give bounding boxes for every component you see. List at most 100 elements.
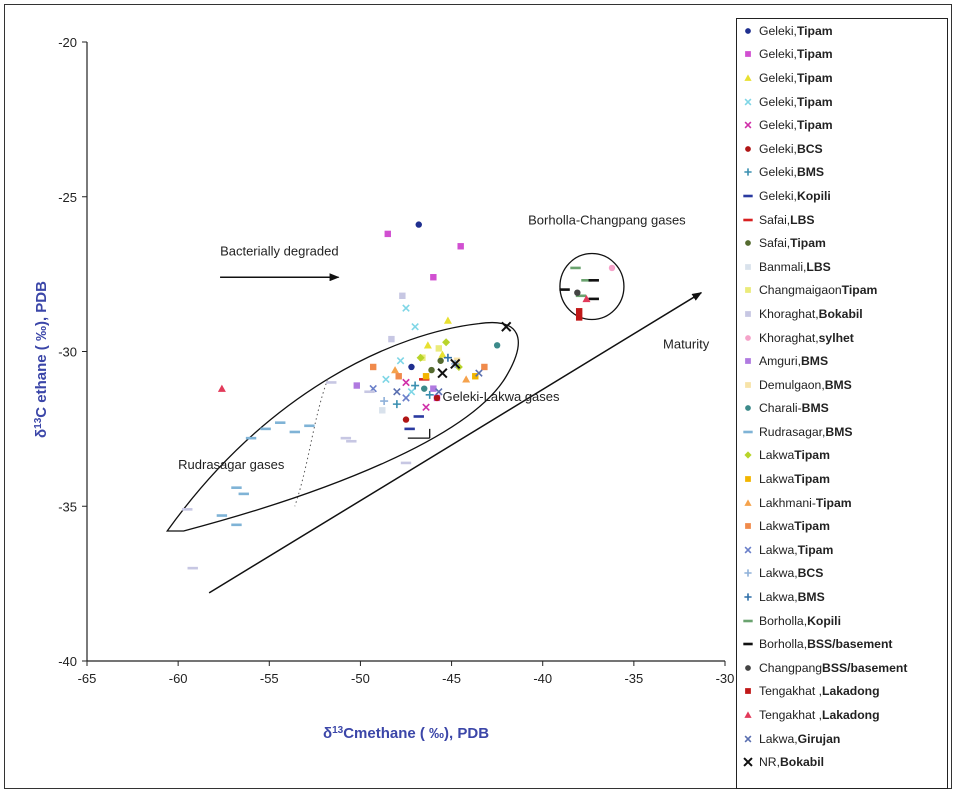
legend-formation-label: BMS — [801, 354, 829, 369]
legend-formation-label: Tipam — [794, 519, 830, 534]
legend-marker-icon — [741, 143, 755, 155]
legend-entry: Banmali, LBS — [737, 255, 947, 279]
x-tick-label: -50 — [351, 671, 370, 686]
legend-field-label: Tengakhat , — [759, 684, 823, 699]
data-point — [582, 294, 591, 303]
legend-field-label: Changmaigaon — [759, 283, 842, 298]
legend-formation-label: BCS — [796, 141, 823, 156]
data-point — [217, 384, 226, 392]
legend-marker-icon — [741, 379, 755, 391]
legend-entry: Lakwa, BMS — [737, 585, 947, 609]
data-point — [304, 424, 315, 428]
legend-entry: Khoraghat, Bokabil — [737, 302, 947, 326]
data-point — [438, 350, 447, 358]
legend-marker-icon — [741, 308, 755, 320]
geleki-lakwa-label: Geleki-Lakwa gases — [442, 389, 560, 404]
legend-entry: Lakwa Tipam — [737, 514, 947, 538]
legend-marker-icon — [741, 520, 755, 532]
legend-marker-icon — [741, 355, 755, 367]
data-point — [353, 382, 360, 389]
data-point — [404, 427, 415, 431]
legend-marker-icon — [741, 567, 755, 579]
legend-marker-icon — [741, 685, 755, 697]
data-point — [559, 288, 570, 291]
legend-marker-icon — [741, 473, 755, 485]
y-tick-label: -40 — [58, 654, 77, 669]
y-tick-label: -35 — [58, 499, 77, 514]
data-point — [425, 390, 434, 399]
data-point — [501, 321, 512, 332]
legend-formation-label: BMS — [824, 377, 852, 392]
legend-field-label: NR, — [759, 755, 780, 770]
data-point — [581, 279, 592, 282]
data-point — [408, 363, 415, 371]
legend-formation-label: Tipam — [815, 495, 852, 510]
data-point — [481, 363, 488, 371]
legend-field-label: Lakwa — [759, 448, 795, 463]
x-tick-label: -60 — [169, 671, 188, 686]
legend-formation-label: LBS — [806, 259, 831, 274]
chart-frame — [4, 4, 952, 789]
legend-entry: Geleki, Tipam — [737, 90, 947, 114]
legend-formation-label: Tipam — [841, 283, 878, 298]
legend-field-label: Lakwa — [759, 519, 795, 534]
data-point — [260, 427, 271, 431]
legend-field-label: Borholla, — [759, 613, 808, 628]
data-point — [575, 294, 587, 298]
data-point — [289, 430, 301, 434]
data-point — [216, 514, 228, 517]
data-point — [437, 357, 444, 364]
legend-marker-icon — [741, 449, 755, 461]
data-point — [421, 385, 428, 392]
data-point — [231, 486, 242, 489]
legend-field-label: Safai, — [759, 212, 791, 227]
legend-marker-icon — [741, 756, 755, 768]
legend-entry: Changpang BSS/basement — [737, 656, 947, 680]
legend-entry: Lakwa Tipam — [737, 444, 947, 468]
data-point — [396, 357, 405, 365]
legend-formation-label: BCS — [797, 566, 824, 581]
legend-entry: Safai, LBS — [737, 208, 947, 232]
legend-entry: Geleki, BCS — [737, 137, 947, 161]
data-point — [380, 397, 389, 406]
data-point — [475, 369, 483, 377]
annotations: Bacterially degraded Borholla-Changpang g… — [165, 213, 710, 594]
legend-formation-label: Tipam — [796, 47, 833, 62]
data-point — [238, 492, 249, 496]
data-point — [570, 266, 581, 270]
legend-field-label: Geleki, — [759, 165, 797, 180]
legend-field-label: Changpang — [759, 660, 823, 675]
data-point — [575, 308, 583, 315]
legend-marker-icon — [741, 284, 755, 296]
data-point — [187, 566, 198, 570]
axes — [82, 41, 726, 666]
legend: Geleki, Tipam Geleki, Tipam Geleki, Tipam Gele… — [736, 18, 948, 789]
legend-entry: Tengakhat , Lakadong — [737, 703, 947, 727]
data-point — [340, 436, 352, 440]
legend-formation-label: Tipam — [797, 542, 834, 557]
data-point — [430, 385, 437, 392]
x-tick-label: -30 — [716, 671, 735, 686]
bacterial-degraded-label: Bacterially degraded — [220, 244, 339, 259]
data-point — [411, 381, 420, 390]
legend-formation-label: Tipam — [794, 448, 830, 463]
legend-formation-label: Girujan — [797, 731, 841, 746]
data-point — [364, 390, 375, 394]
data-point — [416, 353, 425, 362]
data-point — [422, 373, 430, 380]
data-point — [435, 345, 443, 352]
legend-field-label: Geleki, — [759, 118, 797, 133]
legend-field-label: Demulgaon, — [759, 377, 825, 392]
legend-field-label: Khoraghat, — [759, 306, 819, 321]
data-point — [402, 378, 410, 387]
legend-entry: Lakwa, BCS — [737, 562, 947, 586]
legend-marker-icon — [741, 662, 755, 674]
legend-formation-label: BMS — [796, 165, 825, 180]
data-point — [395, 373, 402, 380]
legend-marker-icon — [741, 25, 755, 37]
legend-formation-label: BSS/basement — [822, 660, 908, 675]
legend-field-label: Rudrasagar, — [759, 424, 826, 439]
legend-field-label: Geleki, — [759, 70, 797, 85]
legend-entry: NR, Bokabil — [737, 750, 947, 774]
legend-formation-label: Bokabil — [780, 755, 825, 770]
